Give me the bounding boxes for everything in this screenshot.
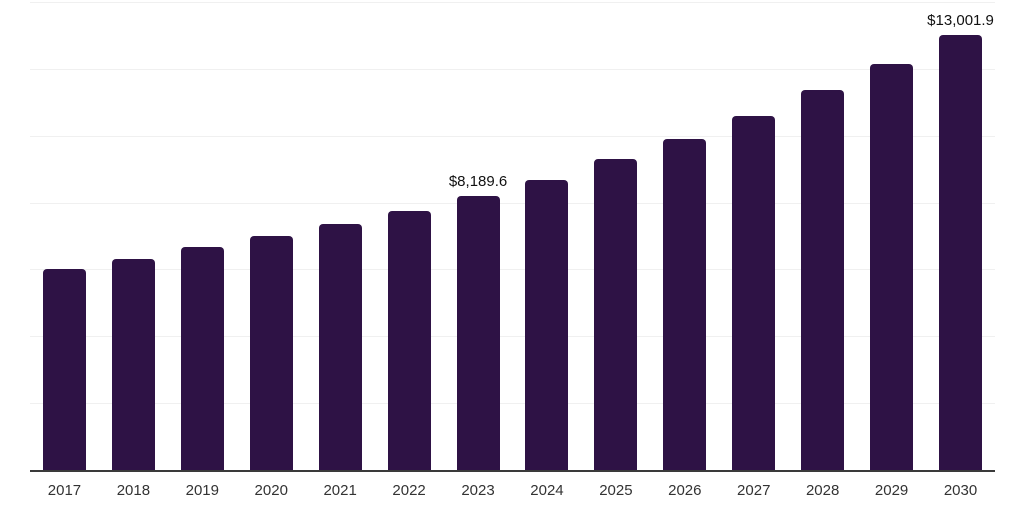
bar-2019 <box>180 247 224 470</box>
bar-2023 <box>456 196 500 470</box>
x-axis-label-2029: 2029 <box>874 482 909 499</box>
plot-area: $8,189.6 $13,001.9 <box>30 2 995 472</box>
bar-2029 <box>870 63 914 470</box>
bar-2028 <box>801 90 845 470</box>
gridline-10000 <box>30 135 995 137</box>
x-axis-label-2028: 2028 <box>805 482 840 499</box>
x-axis-label-2030: 2030 <box>943 482 978 499</box>
x-axis-label-2017: 2017 <box>47 482 82 499</box>
x-axis-labels: 2017 2018 2019 2020 2021 2022 2023 2024 2025 2026… <box>30 479 995 503</box>
x-axis-label-2018: 2018 <box>116 482 151 499</box>
gridline-14000 <box>30 2 995 3</box>
x-axis-label-2025: 2025 <box>599 482 633 499</box>
gridline-12000 <box>30 68 995 70</box>
bar-value-label-2023: $8,189.6 <box>448 173 508 191</box>
gridline-8000 <box>30 202 995 204</box>
gridline-4000 <box>30 336 995 338</box>
x-axis-label-2020: 2020 <box>254 482 288 499</box>
x-axis-line <box>30 470 995 472</box>
x-axis-label-2022: 2022 <box>392 482 426 499</box>
bar-2018 <box>111 258 155 470</box>
gridline-2000 <box>30 403 995 405</box>
bar-2020 <box>249 236 293 470</box>
bar-2021 <box>318 223 362 470</box>
bar-2022 <box>387 210 431 470</box>
bar-2030 <box>939 35 983 470</box>
bar-2027 <box>732 115 776 470</box>
bar-2017 <box>42 268 86 470</box>
x-axis-label-2019: 2019 <box>185 482 219 499</box>
x-axis-label-2021: 2021 <box>323 482 357 499</box>
x-axis-label-2024: 2024 <box>530 482 564 499</box>
x-axis-label-2027: 2027 <box>737 482 771 499</box>
bar-2026 <box>663 138 707 470</box>
bar-2024 <box>525 179 569 470</box>
x-axis-label-2026: 2026 <box>668 482 702 499</box>
bar-value-label-2030: $13,001.9 <box>927 12 994 30</box>
gridline-6000 <box>30 269 995 271</box>
bar-2025 <box>594 159 638 470</box>
x-axis-label-2023: 2023 <box>461 482 495 499</box>
